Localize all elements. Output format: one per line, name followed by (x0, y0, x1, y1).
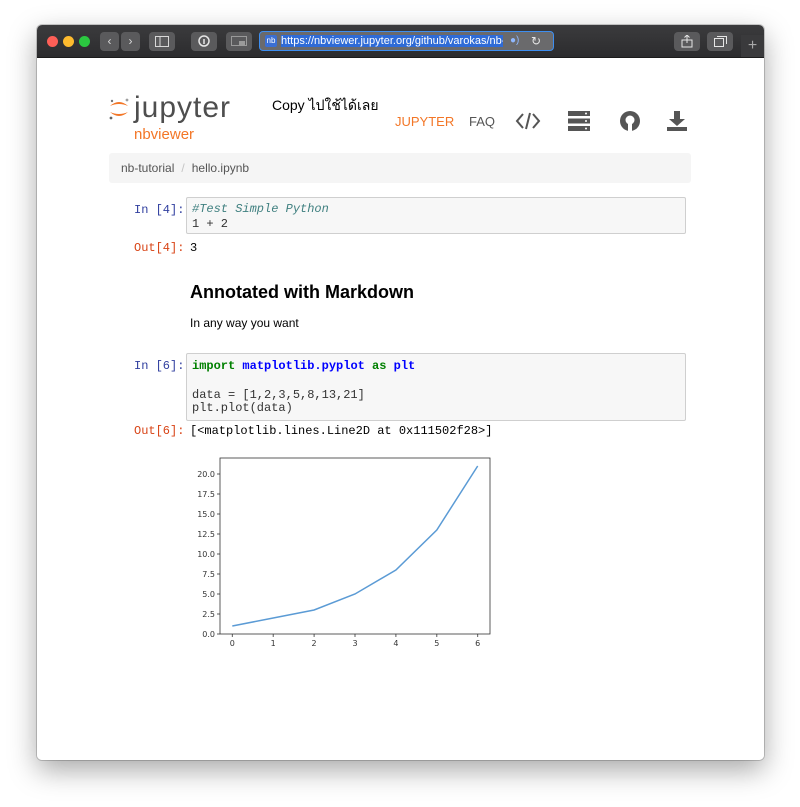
cell2-output: [<matplotlib.lines.Line2D at 0x111502f28… (190, 424, 492, 438)
nav-link-faq[interactable]: FAQ (469, 114, 495, 129)
module-alias: plt (394, 359, 416, 373)
forward-button[interactable]: › (121, 32, 140, 51)
line-chart: 0.0 2.5 5.0 7.5 10.0 12.5 15.0 17.5 20.0 0 1 2 3 4 5 6 (191, 452, 501, 652)
reload-icon[interactable]: ↻ (531, 33, 545, 49)
cell2-code-input[interactable]: import matplotlib.pyplot as plt data = [… (186, 353, 686, 421)
cell2-out-prompt: Out[6]: (134, 424, 184, 438)
plot-frame (220, 458, 490, 634)
github-icon[interactable] (619, 110, 641, 132)
cell2-data-line: data = [1,2,3,5,8,13,21] (192, 388, 365, 402)
sidebar-icon[interactable] (149, 32, 175, 51)
address-bar[interactable]: nb https://nbviewer.jupyter.org/github/v… (259, 31, 554, 51)
cell1-comment: #Test Simple Python (192, 202, 329, 216)
cell1-output: 3 (190, 241, 197, 255)
y-tick-label: 12.5 (197, 530, 215, 539)
new-tab-button[interactable]: + (741, 35, 764, 57)
cell1-in-prompt: In [4]: (134, 203, 184, 217)
cell2-import-line: import matplotlib.pyplot as plt (192, 359, 415, 373)
breadcrumb-item-hello[interactable]: hello.ipynb (192, 161, 249, 175)
close-window-button[interactable] (47, 36, 58, 47)
cell1-code-input[interactable]: #Test Simple Python 1 + 2 (186, 197, 686, 234)
annotation-text: Copy ไปใช้ได้เลย (272, 95, 379, 117)
audio-icon[interactable]: ●) (510, 34, 526, 48)
show-tabs-icon[interactable] (707, 32, 733, 51)
cell1-code-line: 1 + 2 (192, 217, 228, 231)
x-tick-label: 6 (475, 639, 480, 648)
title-bar: ‹ › nb https://nbviewer.jupyter.org/gith… (37, 25, 764, 58)
cell2-in-prompt: In [6]: (134, 359, 184, 373)
reader-info-icon[interactable] (191, 32, 217, 51)
markdown-heading: Annotated with Markdown (190, 282, 414, 303)
picture-in-picture-icon[interactable] (226, 32, 252, 51)
markdown-text: In any way you want (190, 316, 299, 330)
cell2-plot-line: plt.plot(data) (192, 401, 293, 415)
jupyter-logo-icon[interactable] (108, 98, 130, 120)
site-favicon: nb (265, 35, 277, 47)
y-tick-label: 0.0 (202, 630, 215, 639)
nav-link-jupyter[interactable]: JUPYTER (395, 114, 454, 129)
y-tick-label: 20.0 (197, 470, 215, 479)
page-content: jupyter nbviewer Copy ไปใช้ได้เลย JUPYTE… (37, 58, 764, 760)
x-tick-label: 1 (271, 639, 276, 648)
download-icon[interactable] (666, 110, 688, 132)
breadcrumb-separator: / (181, 161, 184, 175)
y-tick-label: 10.0 (197, 550, 215, 559)
y-tick-label: 2.5 (202, 610, 215, 619)
keyword-as: as (372, 359, 386, 373)
share-icon[interactable] (674, 32, 700, 51)
x-tick-label: 2 (312, 639, 317, 648)
y-tick-label: 7.5 (202, 570, 215, 579)
breadcrumb-item-nb-tutorial[interactable]: nb-tutorial (121, 161, 174, 175)
browser-window: ‹ › nb https://nbviewer.jupyter.org/gith… (37, 25, 764, 760)
back-button[interactable]: ‹ (100, 32, 119, 51)
server-icon[interactable] (567, 110, 591, 132)
x-tick-label: 0 (230, 639, 235, 648)
y-tick-label: 15.0 (197, 510, 215, 519)
url-text: https://nbviewer.jupyter.org/github/varo… (281, 35, 503, 47)
x-tick-label: 5 (434, 639, 439, 648)
y-tick-label: 5.0 (202, 590, 215, 599)
keyword-import: import (192, 359, 235, 373)
module-name: matplotlib.pyplot (242, 359, 364, 373)
logo-wordmark[interactable]: jupyter (134, 91, 231, 125)
zoom-window-button[interactable] (79, 36, 90, 47)
breadcrumb: nb-tutorial / hello.ipynb (109, 153, 691, 183)
x-tick-label: 3 (352, 639, 357, 648)
x-tick-label: 4 (393, 639, 398, 648)
code-icon[interactable] (515, 110, 541, 132)
logo-subtitle[interactable]: nbviewer (134, 126, 194, 143)
y-tick-label: 17.5 (197, 490, 215, 499)
minimize-window-button[interactable] (63, 36, 74, 47)
cell1-out-prompt: Out[4]: (134, 241, 184, 255)
